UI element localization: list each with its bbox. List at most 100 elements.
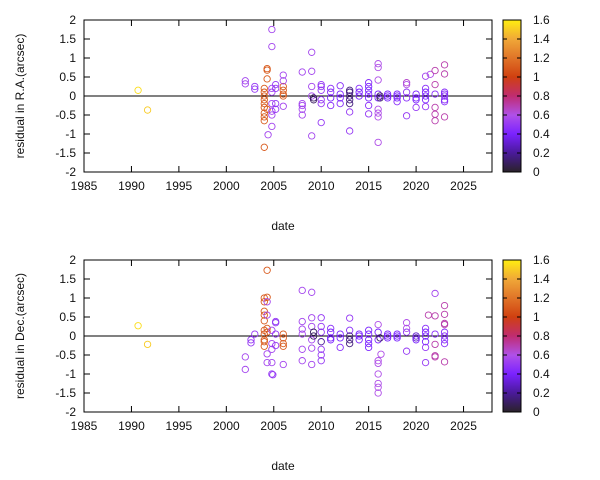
data-point <box>402 88 411 96</box>
y-tick-label: 1 <box>69 51 76 65</box>
data-point <box>440 310 449 318</box>
data-point <box>268 326 276 334</box>
data-point <box>336 90 344 98</box>
data-point <box>431 312 439 320</box>
data-point <box>336 94 344 102</box>
data-point <box>327 336 335 344</box>
data-point <box>308 336 316 344</box>
data-point <box>365 82 373 91</box>
data-point <box>431 353 439 361</box>
y-tick-label: 0.5 <box>59 310 76 324</box>
data-point <box>268 339 276 348</box>
data-point <box>272 80 280 89</box>
data-point <box>263 75 271 83</box>
data-point <box>263 105 271 113</box>
data-point <box>365 326 373 334</box>
data-point <box>263 266 271 274</box>
data-point <box>298 99 306 108</box>
data-point <box>298 105 306 113</box>
plot-frame <box>83 19 493 173</box>
data-point <box>383 330 392 338</box>
data-point <box>376 334 384 342</box>
data-point <box>365 339 373 348</box>
data-point <box>260 113 268 121</box>
x-tick-label: 1990 <box>118 419 145 433</box>
y-tick-label: 2 <box>69 13 76 27</box>
data-point <box>308 67 316 75</box>
data-point <box>402 328 411 336</box>
colorbar-tick-label: 1.4 <box>533 32 550 46</box>
y-tick-label: 0 <box>69 329 76 343</box>
data-point <box>260 342 268 350</box>
data-point <box>431 289 439 298</box>
data-point <box>279 77 287 85</box>
data-point <box>412 103 420 112</box>
data-point <box>279 86 287 94</box>
data-point <box>346 326 354 334</box>
data-point <box>279 342 287 350</box>
data-point <box>336 334 344 342</box>
y-tick-label: 1.5 <box>59 32 76 46</box>
colorbar-tick-label: 1 <box>533 310 540 324</box>
data-point <box>421 332 430 340</box>
data-point <box>421 328 430 336</box>
data-point <box>336 330 344 338</box>
data-point <box>346 88 354 96</box>
data-point <box>421 96 430 104</box>
data-point <box>268 25 276 34</box>
data-point <box>263 324 271 333</box>
data-point <box>393 92 401 100</box>
data-point <box>298 68 306 76</box>
data-point <box>263 293 271 301</box>
data-point <box>424 311 433 319</box>
data-point <box>431 80 439 89</box>
data-point <box>355 332 363 340</box>
data-point <box>272 84 280 93</box>
x-tick-label: 1995 <box>166 179 193 193</box>
data-point <box>268 370 276 378</box>
data-point <box>374 76 382 84</box>
data-point <box>268 358 276 367</box>
data-point <box>298 101 306 110</box>
data-point <box>269 371 277 379</box>
y-tick-label: -2 <box>65 405 76 419</box>
data-point <box>393 334 401 342</box>
data-point <box>279 330 287 338</box>
data-point <box>440 92 449 100</box>
dec-residual-plot: residual in Dec.(arcsec) date -2 -1.5 -1 -0… <box>13 253 550 473</box>
data-point <box>393 90 401 98</box>
data-point <box>336 343 344 352</box>
data-point <box>440 328 449 336</box>
data-point <box>241 365 249 374</box>
data-point <box>374 138 382 147</box>
colorbar-tick-label: 0.6 <box>533 108 550 122</box>
y-tick-label: -1 <box>65 127 76 141</box>
data-point <box>298 330 306 338</box>
x-tick-label: 2025 <box>450 179 477 193</box>
data-point <box>317 118 325 127</box>
colorbar-tick-label: 0 <box>533 165 540 179</box>
data-point <box>279 339 287 348</box>
data-point <box>346 92 354 100</box>
data-point <box>421 343 430 352</box>
data-point <box>260 317 268 325</box>
data-point <box>260 99 268 108</box>
data-point <box>336 99 344 108</box>
data-point <box>376 94 384 102</box>
data-point <box>308 288 316 296</box>
data-point <box>264 131 272 139</box>
data-point <box>365 79 373 87</box>
data-point <box>268 99 276 108</box>
data-point <box>308 48 316 56</box>
data-point <box>440 88 449 96</box>
data-point <box>374 105 382 113</box>
data-point <box>263 64 271 73</box>
x-tick-label: 2020 <box>403 179 430 193</box>
data-point <box>412 96 420 104</box>
data-point <box>279 360 287 369</box>
data-point <box>431 66 439 75</box>
data-point <box>421 72 430 80</box>
data-point <box>383 334 392 342</box>
data-point <box>251 82 259 91</box>
data-point <box>260 143 268 151</box>
